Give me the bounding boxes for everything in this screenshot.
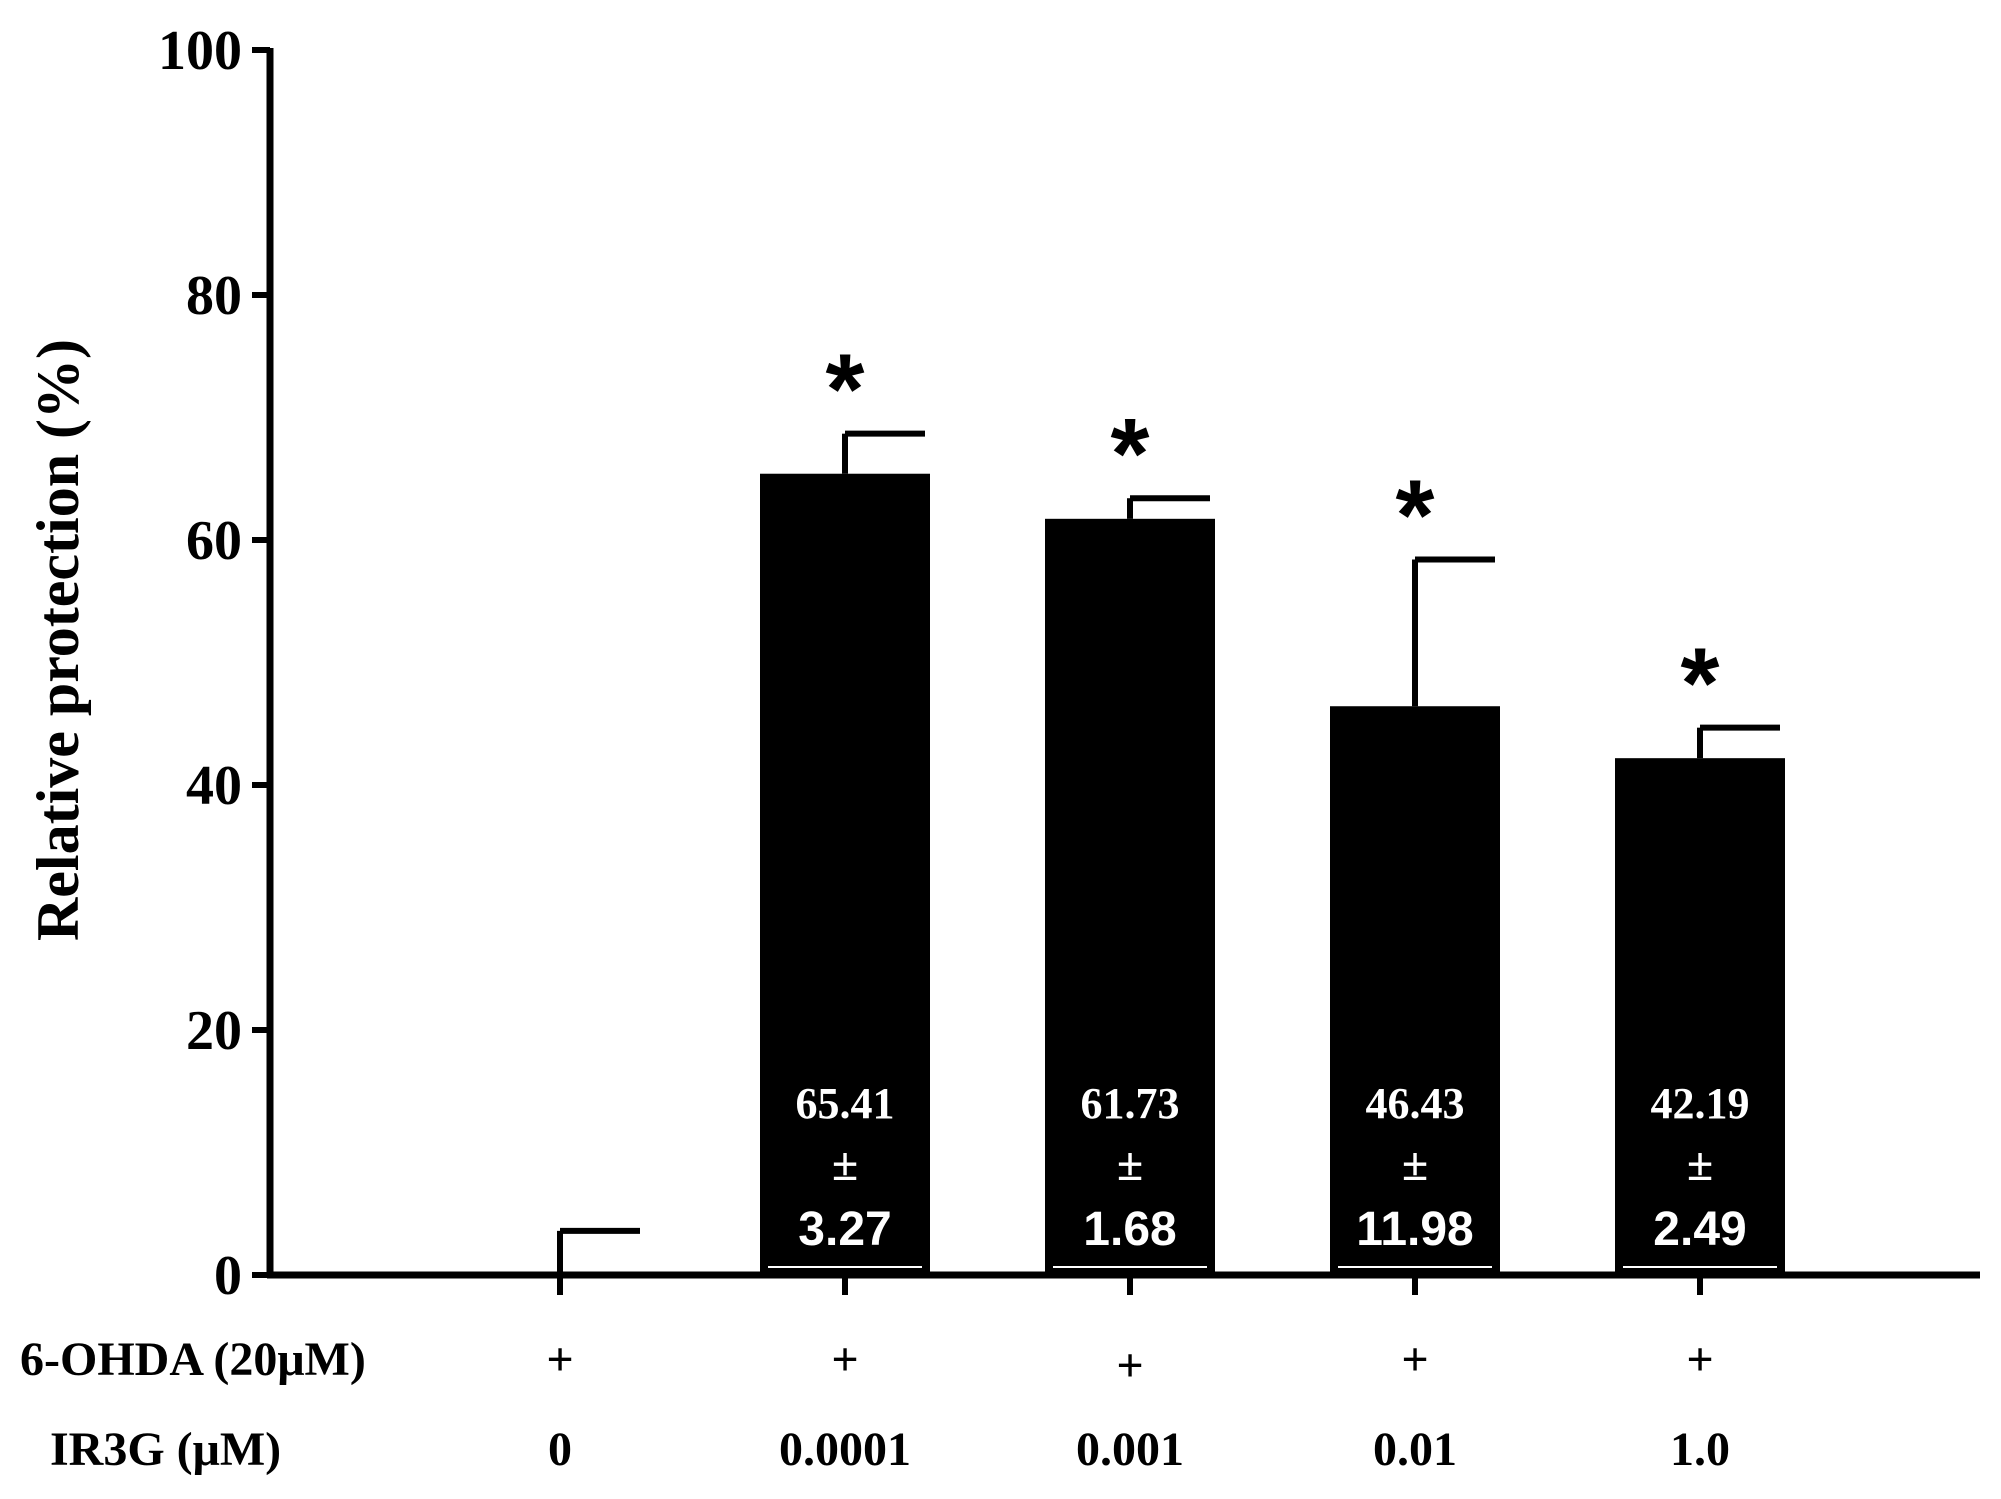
bar <box>1615 758 1785 1275</box>
labels-layer: * 65.41 ±3.27 * 61.73 ±1.68 * 46.43 ±11.98 * 42.19… <box>20 334 1750 1476</box>
bar-value-sd: 2.49 <box>1653 1203 1746 1256</box>
significance-star: * <box>826 334 865 446</box>
y-tick-label: 80 <box>186 265 242 327</box>
x-row-plus: + <box>546 1333 573 1386</box>
x-tick-label: 0.01 <box>1373 1423 1457 1476</box>
bar-value-mean: 42.19 <box>1651 1079 1750 1128</box>
bar-value-mean: 46.43 <box>1366 1079 1465 1128</box>
y-tick-label: 0 <box>214 1245 242 1307</box>
bar <box>1045 518 1215 1275</box>
bar-value-sd: 1.68 <box>1083 1203 1176 1256</box>
bar-value-mean: 61.73 <box>1081 1079 1180 1128</box>
bar-value-pm: ± <box>1117 1138 1143 1191</box>
y-tick-label: 20 <box>186 1000 242 1062</box>
x-tick-label: 0.0001 <box>779 1423 911 1476</box>
row-label-ir3g: IR3G (μM) <box>50 1423 281 1476</box>
x-tick-label: 0.001 <box>1076 1423 1184 1476</box>
bars-layer <box>557 430 1785 1275</box>
x-row-plus: + <box>1686 1333 1713 1386</box>
bar-value-pm: ± <box>1687 1138 1713 1191</box>
bar <box>1330 706 1500 1275</box>
significance-star: * <box>1396 459 1435 571</box>
bar-value-pm: ± <box>832 1138 858 1191</box>
bar-value-mean: 65.41 <box>796 1079 895 1128</box>
y-tick-label: 100 <box>158 20 242 82</box>
bar-value-sd: 11.98 <box>1356 1203 1473 1256</box>
axes-layer: 0 20 40 60 80 100 <box>158 20 1980 1307</box>
x-tick-label: 1.0 <box>1670 1423 1730 1476</box>
bar-value-sd: 3.27 <box>798 1203 891 1256</box>
y-axis-label: Relative protection (%) <box>25 339 91 941</box>
bar <box>760 473 930 1275</box>
significance-star: * <box>1681 628 1720 740</box>
bar-value-pm: ± <box>1402 1138 1428 1191</box>
x-tick-label: 0 <box>548 1423 572 1476</box>
y-tick-label: 40 <box>186 755 242 817</box>
row-label-6ohda: 6-OHDA (20μM) <box>20 1333 366 1386</box>
significance-star: * <box>1111 398 1150 510</box>
x-row-plus: + <box>1116 1339 1143 1392</box>
x-row-plus: + <box>1401 1333 1428 1386</box>
x-row-plus: + <box>831 1333 858 1386</box>
y-tick-label: 60 <box>186 510 242 572</box>
